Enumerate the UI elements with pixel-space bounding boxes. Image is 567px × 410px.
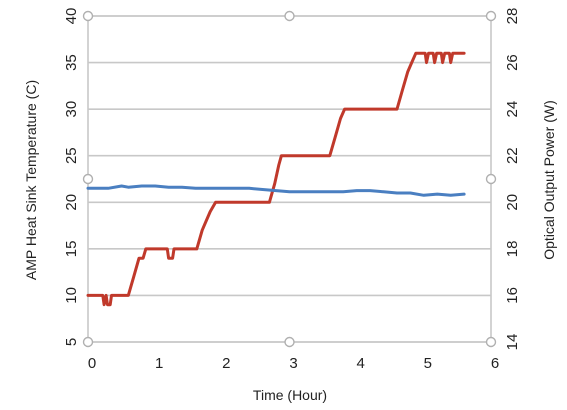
x-tick-label: 1 (155, 355, 163, 372)
left-y-tick-label: 5 (63, 338, 80, 346)
resize-handle[interactable] (82, 336, 94, 348)
resize-handle[interactable] (82, 10, 94, 22)
x-tick-label: 5 (424, 355, 432, 372)
handle-layer (82, 10, 497, 348)
optical-power-series-line (86, 184, 466, 197)
resize-handle[interactable] (284, 336, 295, 348)
resize-handle[interactable] (485, 173, 497, 185)
resize-handle[interactable] (485, 10, 497, 22)
left-y-tick-label: 30 (63, 101, 80, 118)
right-y-tick-label: 22 (504, 147, 521, 164)
resize-handle[interactable] (82, 173, 94, 185)
x-tick-label: 6 (491, 355, 499, 372)
left-y-axis-label: AMP Heat Sink Temperature (C) (23, 80, 39, 280)
right-y-tick-label: 26 (504, 54, 521, 71)
right-y-axis-label: Optical Output Power (W) (541, 100, 557, 260)
left-y-tick-label: 15 (63, 241, 80, 258)
left-y-tick-label: 25 (63, 147, 80, 164)
left-y-tick-label: 40 (63, 8, 80, 25)
right-y-tick-label: 16 (504, 287, 521, 304)
left-y-tick-label: 20 (63, 194, 80, 211)
right-y-tick-label: 28 (504, 8, 521, 25)
left-y-tick-label: 35 (63, 54, 80, 71)
right-y-tick-label: 14 (504, 334, 521, 351)
x-tick-label: 0 (88, 355, 96, 372)
resize-handle[interactable] (485, 336, 497, 348)
series-layer (86, 51, 466, 307)
x-tick-label: 4 (356, 355, 364, 372)
left-y-tick-label: 10 (63, 287, 80, 304)
x-tick-label: 3 (289, 355, 297, 372)
resize-handle[interactable] (284, 10, 295, 22)
tick-layer: 5 10 15 20 25 30 35 40 14 16 18 20 22 24 26 28 0 1 2 3 4 5 6 (63, 8, 521, 372)
temperature-series-line (86, 51, 466, 307)
plot-frame (87, 15, 492, 343)
x-axis-label: Time (Hour) (253, 387, 327, 403)
right-y-tick-label: 18 (504, 241, 521, 258)
right-y-tick-label: 20 (504, 194, 521, 211)
grid-layer (87, 15, 492, 343)
x-tick-label: 2 (222, 355, 230, 372)
right-y-tick-label: 24 (504, 101, 521, 118)
